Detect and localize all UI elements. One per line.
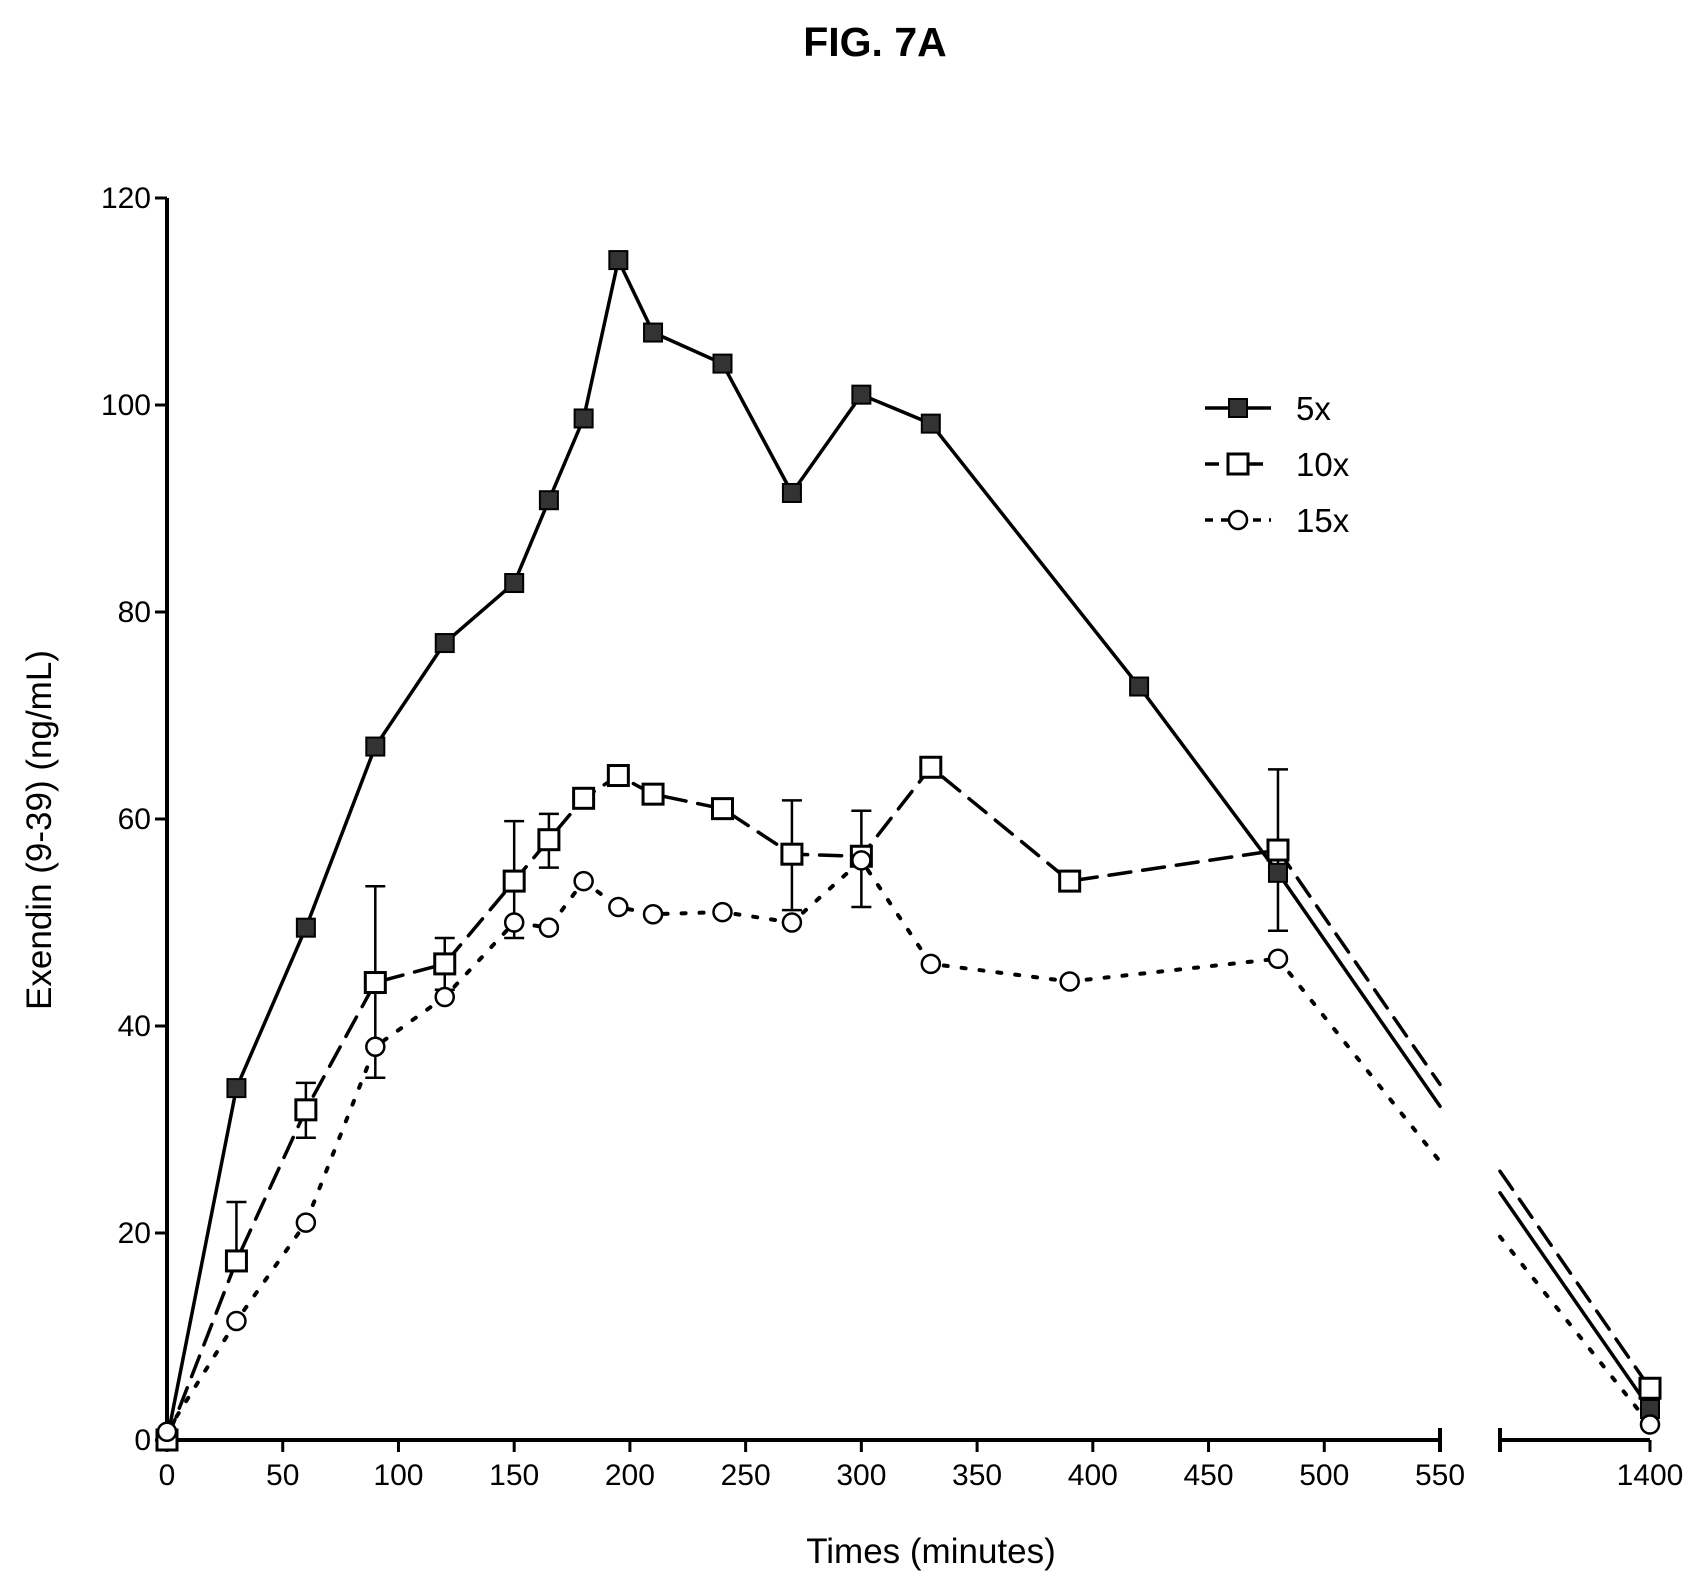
legend-label-15x: 15x [1296,502,1350,539]
x-tick-label: 500 [1299,1459,1349,1492]
data-point-marker [1226,452,1250,476]
data-point-marker [224,1249,248,1273]
x-tick-label: 450 [1184,1459,1234,1492]
data-point-marker [608,896,629,918]
y-tick-label: 40 [118,1010,151,1043]
data-point-marker [365,1036,386,1057]
data-point-marker [365,736,386,757]
x-tick-label: 50 [266,1459,299,1492]
data-point-marker [1267,948,1289,969]
y-tick-label: 60 [118,803,151,836]
data-point-marker [1267,862,1288,883]
series-line-15x-to-break [1275,956,1442,1164]
data-point-marker [851,850,872,871]
data-point-marker [712,901,733,923]
x-tick-label: 0 [159,1459,176,1492]
data-point-marker [1639,1414,1661,1435]
x-tick-label: 400 [1068,1459,1118,1492]
data-point-marker [538,490,559,511]
data-point-marker [1227,509,1249,531]
y-tick-label: 0 [134,1424,151,1457]
series-line-5x [165,258,1280,1442]
y-axis-ticks: 0 20 40 60 80 100 120 [101,182,167,1457]
data-point-marker [608,250,629,271]
series-line-10x-after-break [1498,1169,1652,1390]
x-tick-label: 350 [952,1459,1002,1492]
data-point-marker [851,384,872,405]
series-line-15x-after-break [1498,1234,1652,1427]
x-tick-label: 150 [489,1459,539,1492]
data-point-marker [781,912,803,933]
series-markers [155,250,1662,1452]
y-tick-label: 120 [101,182,151,215]
data-point-marker [781,482,802,503]
data-point-marker [1638,1376,1662,1400]
data-point-marker [434,633,455,654]
data-point-marker [641,782,665,806]
data-point-marker [643,322,664,343]
x-tick-label: 550 [1415,1459,1465,1492]
legend-label-5x: 5x [1296,390,1331,427]
data-point-marker [226,1078,247,1099]
data-point-marker [606,764,630,788]
series-line-5x-after-break [1498,1191,1652,1411]
data-point-marker [573,870,594,892]
data-point-marker [363,971,387,995]
x-tick-label: 300 [836,1459,886,1492]
y-tick-label: 100 [101,389,151,422]
x-tick-label: 200 [605,1459,655,1492]
data-point-marker [920,413,941,434]
y-axis-title: Exendin (9-39) (ng/mL) [20,650,59,1010]
series-line-10x [165,765,1280,1442]
data-point-marker [710,797,734,821]
y-tick-label: 20 [118,1217,151,1250]
data-point-marker [572,786,596,810]
data-point-marker [712,353,733,374]
series-line-15x [165,858,1280,1434]
data-point-marker [538,917,560,938]
x-tick-label: 100 [373,1459,423,1492]
legend: 5x 10x 15x [1205,390,1350,539]
data-point-marker [1266,838,1290,862]
data-point-marker [1228,398,1248,418]
data-point-marker [226,1310,247,1332]
data-point-marker [156,1421,178,1442]
data-point-marker [433,952,457,976]
data-point-marker [503,912,525,933]
data-point-marker [504,573,525,594]
error-bars [226,768,1288,1261]
x-tick-label: 1400 [1617,1459,1684,1492]
series-lines [165,258,1652,1442]
x-tick-label: 250 [721,1459,771,1492]
data-point-marker [1129,676,1150,697]
data-point-marker [434,986,455,1008]
series-line-5x-to-break [1276,871,1442,1109]
legend-label-10x: 10x [1296,446,1350,483]
data-point-marker [573,408,594,429]
data-point-marker [537,828,561,852]
data-point-marker [642,903,664,925]
data-point-marker [780,842,804,866]
data-point-marker [1058,869,1082,893]
data-point-marker [295,1212,317,1233]
x-axis-ticks: 0 50 100 150 200 250 300 350 400 450 500 550 1400 [159,1440,1684,1492]
data-point-marker [919,755,943,779]
data-point-marker [502,869,526,893]
axes [165,198,1650,1452]
x-axis-title: Times (minutes) [806,1532,1056,1571]
data-point-marker [295,917,316,938]
data-point-marker [294,1098,318,1122]
series-line-10x-to-break [1276,848,1442,1087]
data-point-marker [1059,971,1080,992]
figure-title: FIG. 7A [803,19,947,65]
data-point-marker [920,953,942,975]
y-tick-label: 80 [118,596,151,629]
